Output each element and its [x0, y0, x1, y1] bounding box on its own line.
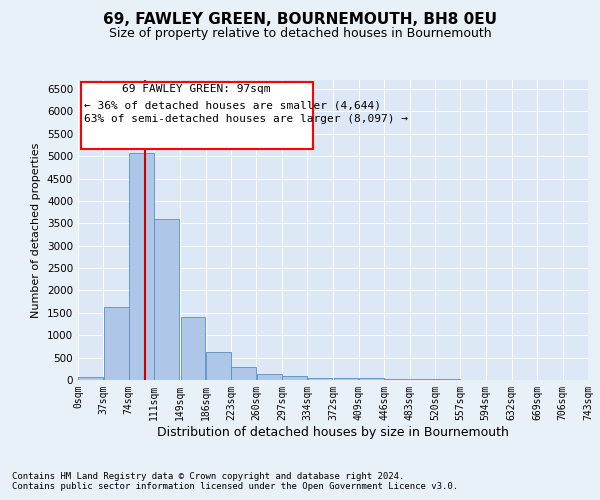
Y-axis label: Number of detached properties: Number of detached properties: [31, 142, 41, 318]
Bar: [385, 378, 409, 380]
Text: 63% of semi-detached houses are larger (8,097) →: 63% of semi-detached houses are larger (…: [83, 114, 407, 124]
Bar: [257, 374, 281, 380]
Bar: [129, 152, 154, 380]
Bar: [181, 318, 205, 380]
Bar: [282, 376, 307, 380]
Bar: [410, 379, 434, 380]
Text: Size of property relative to detached houses in Bournemouth: Size of property relative to detached ho…: [109, 28, 491, 40]
Bar: [232, 366, 256, 380]
Text: 69, FAWLEY GREEN, BOURNEMOUTH, BH8 0EU: 69, FAWLEY GREEN, BOURNEMOUTH, BH8 0EU: [103, 12, 497, 28]
Text: Contains HM Land Registry data © Crown copyright and database right 2024.: Contains HM Land Registry data © Crown c…: [12, 472, 404, 481]
Bar: [104, 306, 128, 380]
Bar: [334, 378, 358, 380]
Bar: [154, 219, 179, 380]
Text: Contains public sector information licensed under the Open Government Licence v3: Contains public sector information licen…: [12, 482, 458, 491]
Bar: [359, 378, 384, 380]
Bar: [308, 378, 332, 380]
Bar: [206, 352, 231, 380]
Text: ← 36% of detached houses are smaller (4,644): ← 36% of detached houses are smaller (4,…: [83, 100, 380, 110]
Bar: [78, 376, 103, 380]
Text: 69 FAWLEY GREEN: 97sqm: 69 FAWLEY GREEN: 97sqm: [122, 84, 271, 94]
X-axis label: Distribution of detached houses by size in Bournemouth: Distribution of detached houses by size …: [157, 426, 509, 438]
